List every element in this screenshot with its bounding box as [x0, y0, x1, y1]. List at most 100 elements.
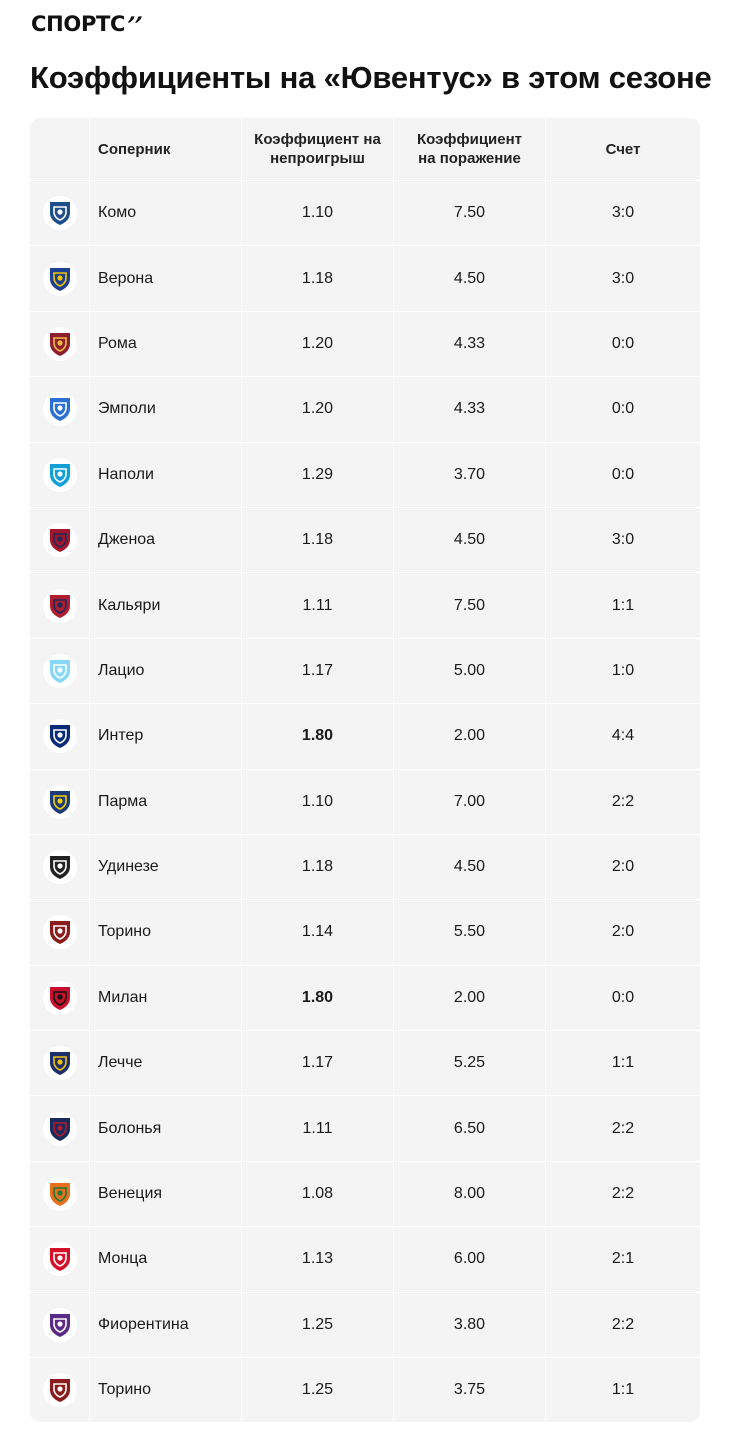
match-score: 3:0: [611, 269, 635, 287]
team-name: Дженоа: [90, 507, 242, 573]
logo-cell: [30, 965, 90, 1031]
logo-cell: [30, 1227, 90, 1292]
no-loss-odds: 1.11: [242, 573, 394, 638]
no-loss-odds: 1.17: [242, 1031, 394, 1096]
loss-odds: 7.00: [394, 769, 546, 834]
loss-odds: 6.00: [394, 1227, 546, 1292]
torino-crest-icon: [42, 915, 77, 950]
logo-cell: [30, 1096, 90, 1161]
team-name: Парма: [90, 769, 242, 834]
table-row: Лацио 1.17 5.00 1:0: [30, 637, 700, 704]
loss-odds: 5.00: [394, 638, 546, 704]
table-row: Болонья 1.11 6.50 2:2: [30, 1095, 700, 1161]
venezia-crest-icon: [42, 1177, 77, 1212]
team-name: Фиорентина: [90, 1292, 242, 1358]
table-row: Торино 1.25 3.75 1:1: [30, 1357, 700, 1423]
logo-cell: [30, 442, 90, 507]
match-score: 2:0: [611, 858, 635, 876]
header-loss-label: Коэффициент на поражение: [416, 131, 523, 167]
header-score: Счет: [605, 140, 641, 158]
match-score: 2:2: [611, 1315, 635, 1333]
loss-odds: 4.33: [394, 377, 546, 442]
team-name: Интер: [90, 704, 242, 769]
brand-logo: СПОРТС’’: [31, 12, 144, 36]
parma-crest-icon: [42, 784, 77, 819]
table-row: Лечче 1.17 5.25 1:1: [30, 1030, 700, 1096]
brand-name: СПОРТС: [31, 12, 126, 36]
table-row: Торино 1.14 5.50 2:0: [30, 899, 700, 965]
logo-cell: [30, 834, 90, 900]
table-row: Комо 1.10 7.50 3:0: [30, 180, 700, 246]
no-loss-odds: 1.20: [242, 311, 394, 377]
header-no-loss: Коэффициент на непроигрыш: [242, 118, 394, 180]
table-row: Эмполи 1.20 4.33 0:0: [30, 376, 700, 442]
logo-cell: [30, 246, 90, 311]
logo-cell: [30, 377, 90, 442]
loss-odds: 2.00: [394, 704, 546, 769]
match-score: 2:0: [611, 923, 635, 941]
team-name: Кальяри: [90, 573, 242, 638]
table-row: Наполи 1.29 3.70 0:0: [30, 441, 700, 507]
header-no-loss-label: Коэффициент на непроигрыш: [254, 131, 381, 167]
no-loss-odds: 1.29: [242, 442, 394, 507]
match-score: 0:0: [611, 988, 635, 1006]
como-crest-icon: [42, 196, 77, 231]
no-loss-odds: 1.25: [242, 1358, 394, 1423]
match-score: 0:0: [611, 334, 635, 352]
team-name: Рома: [90, 311, 242, 377]
header-opponent: Соперник: [90, 118, 242, 180]
loss-odds: 5.50: [394, 900, 546, 965]
no-loss-odds: 1.10: [242, 181, 394, 246]
match-score: 2:2: [611, 1185, 635, 1203]
table-row: Верона 1.18 4.50 3:0: [30, 245, 700, 311]
match-score: 2:2: [611, 1119, 635, 1137]
odds-table: Соперник Коэффициент на непроигрыш Коэфф…: [30, 118, 700, 1423]
team-name: Болонья: [90, 1096, 242, 1161]
logo-cell: [30, 1031, 90, 1096]
match-score: 1:1: [611, 1054, 635, 1072]
no-loss-odds: 1.10: [242, 769, 394, 834]
header-logo-cell: [30, 118, 90, 180]
team-name: Эмполи: [90, 377, 242, 442]
team-name: Наполи: [90, 442, 242, 507]
page-title: Коэффициенты на «Ювентус» в этом сезоне: [30, 60, 712, 95]
torino-crest-icon: [42, 1373, 77, 1408]
bologna-crest-icon: [42, 1111, 77, 1146]
inter-crest-icon: [42, 719, 77, 754]
genoa-crest-icon: [42, 523, 77, 558]
team-name: Торино: [90, 1358, 242, 1423]
match-score: 3:0: [611, 204, 635, 222]
cagliari-crest-icon: [42, 588, 77, 623]
udinese-crest-icon: [42, 850, 77, 885]
table-row: Дженоа 1.18 4.50 3:0: [30, 506, 700, 573]
no-loss-odds: 1.18: [242, 834, 394, 900]
logo-cell: [30, 1358, 90, 1423]
table-row: Парма 1.10 7.00 2:2: [30, 768, 700, 834]
no-loss-odds: 1.80: [242, 965, 394, 1031]
no-loss-odds: 1.14: [242, 900, 394, 965]
no-loss-odds: 1.18: [242, 507, 394, 573]
logo-cell: [30, 1292, 90, 1358]
loss-odds: 3.75: [394, 1358, 546, 1423]
team-name: Верона: [90, 246, 242, 311]
milan-crest-icon: [42, 980, 77, 1015]
logo-cell: [30, 900, 90, 965]
loss-odds: 2.00: [394, 965, 546, 1031]
team-name: Монца: [90, 1227, 242, 1292]
match-score: 2:2: [611, 792, 635, 810]
brand-mark: ’’: [123, 12, 144, 36]
table-row: Рома 1.20 4.33 0:0: [30, 310, 700, 377]
loss-odds: 7.50: [394, 181, 546, 246]
loss-odds: 6.50: [394, 1096, 546, 1161]
team-name: Комо: [90, 181, 242, 246]
match-score: 0:0: [611, 400, 635, 418]
logo-cell: [30, 573, 90, 638]
table-row: Кальяри 1.11 7.50 1:1: [30, 572, 700, 638]
match-score: 4:4: [611, 727, 635, 745]
match-score: 0:0: [611, 465, 635, 483]
monza-crest-icon: [42, 1242, 77, 1277]
table-header: Соперник Коэффициент на непроигрыш Коэфф…: [30, 118, 700, 180]
logo-cell: [30, 638, 90, 704]
lecce-crest-icon: [42, 1046, 77, 1081]
table-row: Милан 1.80 2.00 0:0: [30, 964, 700, 1031]
